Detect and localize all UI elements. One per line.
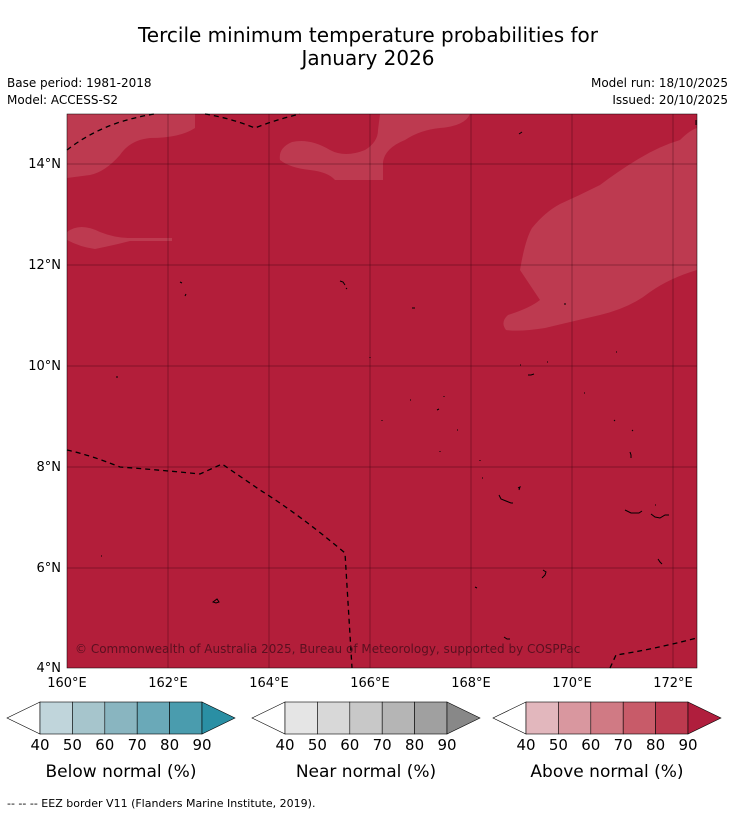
colorbar-near-tick: 40 (275, 736, 295, 754)
colorbar-below-label: Below normal (%) (45, 762, 197, 782)
colorbar-above-segment (590, 701, 624, 735)
lat-label-4n: 4°N (37, 661, 62, 676)
colorbar-above-tick: 70 (613, 736, 633, 754)
model-run: Model run: 18/10/2025 (590, 76, 728, 90)
lat-label-14n: 14°N (28, 157, 61, 172)
lighter-region-east (503, 114, 697, 331)
colorbar-near-segment (284, 701, 318, 735)
colorbar-above-segment (655, 701, 689, 735)
colorbar-near-label: Near normal (%) (295, 762, 437, 782)
colorbar-near-segment (349, 701, 383, 735)
colorbar-above-tick: 60 (581, 736, 601, 754)
colorbar-below-tick: 90 (192, 736, 212, 754)
lon-label-160e: 160°E (47, 676, 87, 691)
colorbar-near-segment (414, 701, 448, 735)
lon-label-166e: 166°E (350, 676, 390, 691)
eez-borders (66, 113, 698, 669)
colorbar-below-segment (72, 701, 106, 735)
colorbar-below-segment (104, 701, 138, 735)
map-gridlines (67, 114, 697, 668)
lat-label-8n: 8°N (37, 460, 62, 475)
issued-date: Issued: 20/10/2025 (612, 93, 728, 107)
colorbar-above-tick: 40 (516, 736, 536, 754)
lon-label-162e: 162°E (148, 676, 188, 691)
colorbar-near-segment (317, 701, 351, 735)
copyright-text: © Commonwealth of Australia 2025, Bureau… (75, 642, 580, 656)
colorbar-below-tick: 50 (62, 736, 82, 754)
colorbar-legends (6, 701, 722, 735)
lon-label-164e: 164°E (249, 676, 289, 691)
colorbar-near-tick: 70 (372, 736, 392, 754)
model-name: Model: ACCESS-S2 (7, 93, 119, 107)
colorbar-above-label: Above normal (%) (530, 762, 684, 782)
colorbar-below-tick: 60 (95, 736, 115, 754)
colorbar-below-min-arrow (6, 701, 41, 735)
colorbar-below-tick: 40 (30, 736, 50, 754)
colorbar-below-segment (136, 701, 170, 735)
colorbar-near-segment (381, 701, 415, 735)
lon-label-168e: 168°E (451, 676, 491, 691)
island-outlines (101, 120, 697, 640)
lat-label-12n: 12°N (28, 258, 61, 273)
colorbar-below-tick: 70 (127, 736, 147, 754)
map-title-line2: January 2026 (301, 46, 435, 70)
map-title-line1: Tercile minimum temperature probabilitie… (137, 23, 599, 47)
base-period: Base period: 1981-2018 (7, 76, 152, 90)
colorbar-near-tick: 60 (340, 736, 360, 754)
colorbar-near-max-arrow (446, 701, 481, 735)
colorbar-above-min-arrow (492, 701, 527, 735)
colorbar-above-segment (558, 701, 592, 735)
colorbar-below-segment (39, 701, 73, 735)
colorbar-below-tick: 80 (160, 736, 180, 754)
lat-label-6n: 6°N (37, 561, 62, 576)
eez-border-legend: -- -- -- EEZ border V11 (Flanders Marine… (7, 797, 316, 810)
colorbar-below-segment (169, 701, 203, 735)
colorbar-above-tick: 80 (646, 736, 666, 754)
lon-label-170e: 170°E (552, 676, 592, 691)
colorbar-near-tick: 80 (405, 736, 425, 754)
map-frame (66, 113, 698, 669)
lon-label-172e: 172°E (653, 676, 693, 691)
colorbar-above-tick: 50 (548, 736, 568, 754)
colorbar-above-tick: 90 (678, 736, 698, 754)
lighter-region-north-central (279, 114, 470, 180)
colorbar-below-max-arrow (201, 701, 236, 735)
lighter-region-west (67, 227, 172, 249)
colorbar-above-segment (525, 701, 559, 735)
lat-label-10n: 10°N (28, 359, 61, 374)
colorbar-near-tick: 50 (307, 736, 327, 754)
colorbar-above-segment (622, 701, 656, 735)
colorbar-near-tick: 90 (437, 736, 457, 754)
colorbar-above-max-arrow (687, 701, 722, 735)
colorbar-near-min-arrow (251, 701, 286, 735)
